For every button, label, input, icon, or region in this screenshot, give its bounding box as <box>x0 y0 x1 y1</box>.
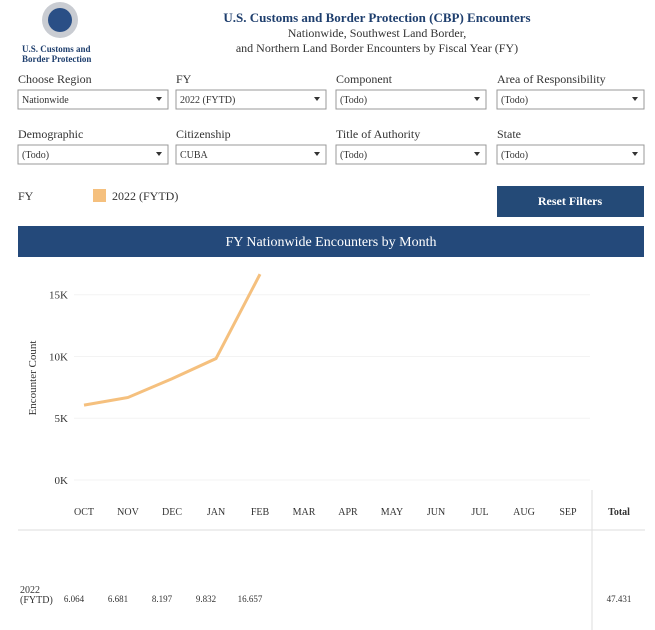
subtitle: Nationwide, Southwest Land Border, <box>288 26 467 40</box>
total-header: Total <box>608 507 630 518</box>
x-tick-label: MAY <box>381 507 403 518</box>
filter-label: Choose Region <box>18 72 92 86</box>
dropdown-arrow[interactable] <box>632 152 638 156</box>
filter-label: Title of Authority <box>336 127 420 141</box>
x-tick-label: OCT <box>74 507 94 518</box>
filter-value[interactable]: CUBA <box>180 150 209 161</box>
logo-text: Border Protection <box>22 54 91 64</box>
x-tick-label: JAN <box>207 507 225 518</box>
filter-select[interactable] <box>17 144 169 165</box>
x-tick-label: MAR <box>293 507 316 518</box>
filter-label: State <box>497 127 521 141</box>
filter-value[interactable]: (Todo) <box>22 150 49 161</box>
row-label: 2022 (FYTD) <box>20 585 53 606</box>
dropdown-arrow[interactable] <box>632 97 638 101</box>
filter-value[interactable]: (Todo) <box>340 150 367 161</box>
x-tick-label: SEP <box>559 507 577 518</box>
filter-select[interactable] <box>175 89 327 110</box>
filter-label: Component <box>336 72 393 86</box>
dropdown-arrow[interactable] <box>474 97 480 101</box>
series-line <box>83 273 262 407</box>
y-tick-label: 0K <box>55 475 69 487</box>
total-value: 47.431 <box>607 594 632 604</box>
filter-label: Citizenship <box>176 127 231 141</box>
table-value: 6.064 <box>64 594 85 604</box>
dropdown-arrow[interactable] <box>474 152 480 156</box>
filter-select[interactable] <box>335 144 487 165</box>
y-tick-label: 15K <box>49 290 68 302</box>
chart-title: FY Nationwide Encounters by Month <box>225 235 436 250</box>
legend-swatch <box>93 189 106 202</box>
x-tick-label: DEC <box>162 507 182 518</box>
y-tick-label: 5K <box>55 413 69 425</box>
filter-select[interactable] <box>17 89 169 110</box>
title: U.S. Customs and Border Protection (CBP)… <box>223 10 530 25</box>
legend-entry: 2022 (FYTD) <box>112 189 178 203</box>
x-tick-label: AUG <box>513 507 535 518</box>
table-value: 16.657 <box>238 594 263 604</box>
x-tick-label: JUL <box>471 507 488 518</box>
filter-label: Demographic <box>18 127 83 141</box>
table-value: 9.832 <box>196 594 216 604</box>
dropdown-arrow[interactable] <box>156 152 162 156</box>
y-axis-label: Encounter Count <box>27 341 39 416</box>
x-tick-label: JUN <box>427 507 445 518</box>
x-tick-label: FEB <box>251 507 270 518</box>
y-tick-label: 10K <box>49 351 68 363</box>
dropdown-arrow[interactable] <box>314 152 320 156</box>
reset-button-label[interactable]: Reset Filters <box>538 194 603 208</box>
logo-text: U.S. Customs and <box>22 44 91 54</box>
table-value: 8.197 <box>152 594 173 604</box>
filter-label: Area of Responsibility <box>497 72 606 86</box>
dropdown-arrow[interactable] <box>156 97 162 101</box>
filter-select[interactable] <box>496 144 645 165</box>
filter-value[interactable]: Nationwide <box>22 95 69 106</box>
filter-value[interactable]: (Todo) <box>501 95 528 106</box>
logo-seal-inner <box>48 8 72 32</box>
subtitle: and Northern Land Border Encounters by F… <box>236 41 518 55</box>
filter-select[interactable] <box>496 89 645 110</box>
reset-button[interactable] <box>497 186 644 217</box>
legend-label: FY <box>18 189 34 203</box>
x-tick-label: APR <box>338 507 358 518</box>
filter-select[interactable] <box>335 89 487 110</box>
filter-value[interactable]: 2022 (FYTD) <box>180 95 235 106</box>
filter-label: FY <box>176 72 192 86</box>
filter-value[interactable]: (Todo) <box>501 150 528 161</box>
filter-select[interactable] <box>175 144 327 165</box>
table-value: 6.681 <box>108 594 128 604</box>
filter-value[interactable]: (Todo) <box>340 95 367 106</box>
x-tick-label: NOV <box>117 507 139 518</box>
chart-title-bar <box>18 226 644 257</box>
dropdown-arrow[interactable] <box>314 97 320 101</box>
